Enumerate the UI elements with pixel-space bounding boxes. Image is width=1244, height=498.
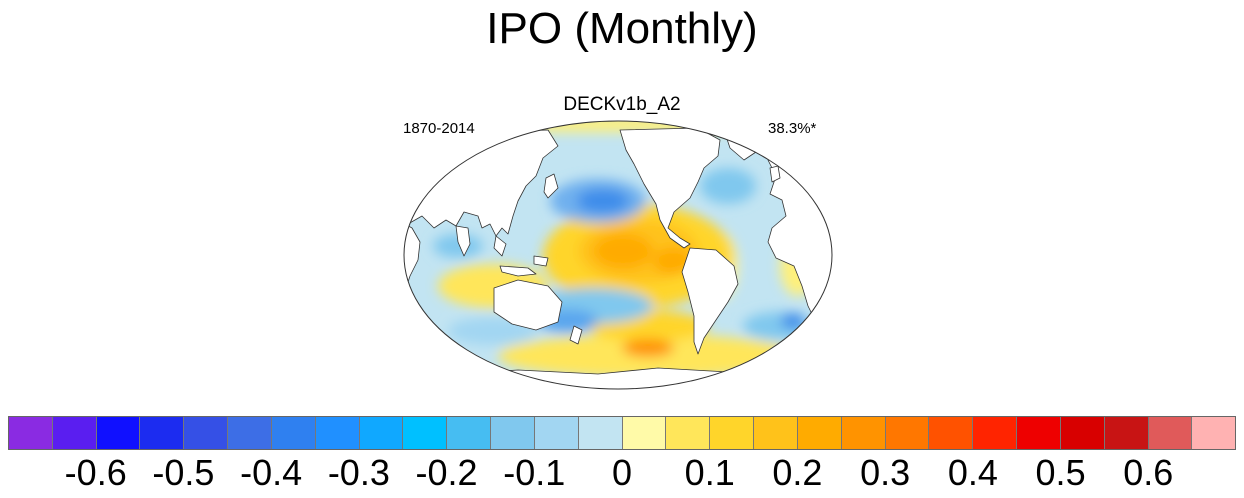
colorbar-tick-label: 0.2 — [772, 452, 823, 493]
colorbar-swatch — [96, 417, 141, 449]
colorbar-swatch — [1060, 417, 1105, 449]
colorbar-tick-label: -0.1 — [503, 452, 566, 493]
colorbar-swatch — [359, 417, 404, 449]
colorbar-swatch — [885, 417, 930, 449]
colorbar-tick-label: 0.1 — [684, 452, 735, 493]
colorbar-swatch — [534, 417, 579, 449]
colorbar-swatch — [228, 417, 272, 449]
colorbar-swatch — [271, 417, 316, 449]
colorbar-swatch — [666, 417, 711, 449]
map-svg — [403, 120, 833, 390]
figure-title: IPO (Monthly) — [486, 4, 758, 53]
colorbar-swatch — [491, 417, 535, 449]
colorbar-tick-label: 0.6 — [1123, 452, 1174, 493]
colorbar-swatch — [140, 417, 185, 449]
colorbar-swatch — [315, 417, 360, 449]
colorbar-swatch — [578, 417, 623, 449]
colorbar-swatch — [184, 417, 229, 449]
variance-label: 38.3%* — [768, 120, 817, 137]
colorbar-swatch — [1148, 417, 1193, 449]
colorbar-tick-label: -0.5 — [152, 452, 215, 493]
colorbar-tick-label: 0.5 — [1035, 452, 1086, 493]
colorbar-swatch — [1017, 417, 1061, 449]
colorbar-tick-label: -0.6 — [64, 452, 127, 493]
colorbar-tick-label: -0.4 — [240, 452, 303, 493]
colorbar-swatch — [929, 417, 974, 449]
colorbar-tick-label: -0.2 — [415, 452, 478, 493]
colorbar-swatch — [447, 417, 492, 449]
colorbar-swatch — [973, 417, 1018, 449]
period-label: 1870-2014 — [403, 120, 475, 137]
globe-border — [403, 120, 833, 390]
colorbar-swatch — [403, 417, 448, 449]
colorbar-swatch — [622, 417, 667, 449]
world-map — [398, 116, 838, 394]
colorbar-swatch — [797, 417, 842, 449]
model-name: DECKv1b_A2 — [563, 94, 681, 115]
colorbar-swatch — [710, 417, 755, 449]
colorbar-tick-label: 0.3 — [860, 452, 911, 493]
colorbar-tick-label: 0 — [611, 452, 633, 493]
colorbar — [8, 416, 1236, 450]
colorbar-swatch — [9, 417, 53, 449]
colorbar-swatch — [1104, 417, 1149, 449]
colorbar-swatch — [754, 417, 798, 449]
colorbar-tick-label: -0.3 — [327, 452, 390, 493]
colorbar-swatch — [1192, 417, 1236, 449]
colorbar-tick-label: 0.4 — [947, 452, 998, 493]
colorbar-swatch — [52, 417, 97, 449]
colorbar-swatch — [841, 417, 886, 449]
colorbar-ticks: -0.6 -0.5 -0.4 -0.3 -0.2 -0.1 0 0.1 0.2 0.3 0.4 0.5… — [8, 452, 1236, 496]
